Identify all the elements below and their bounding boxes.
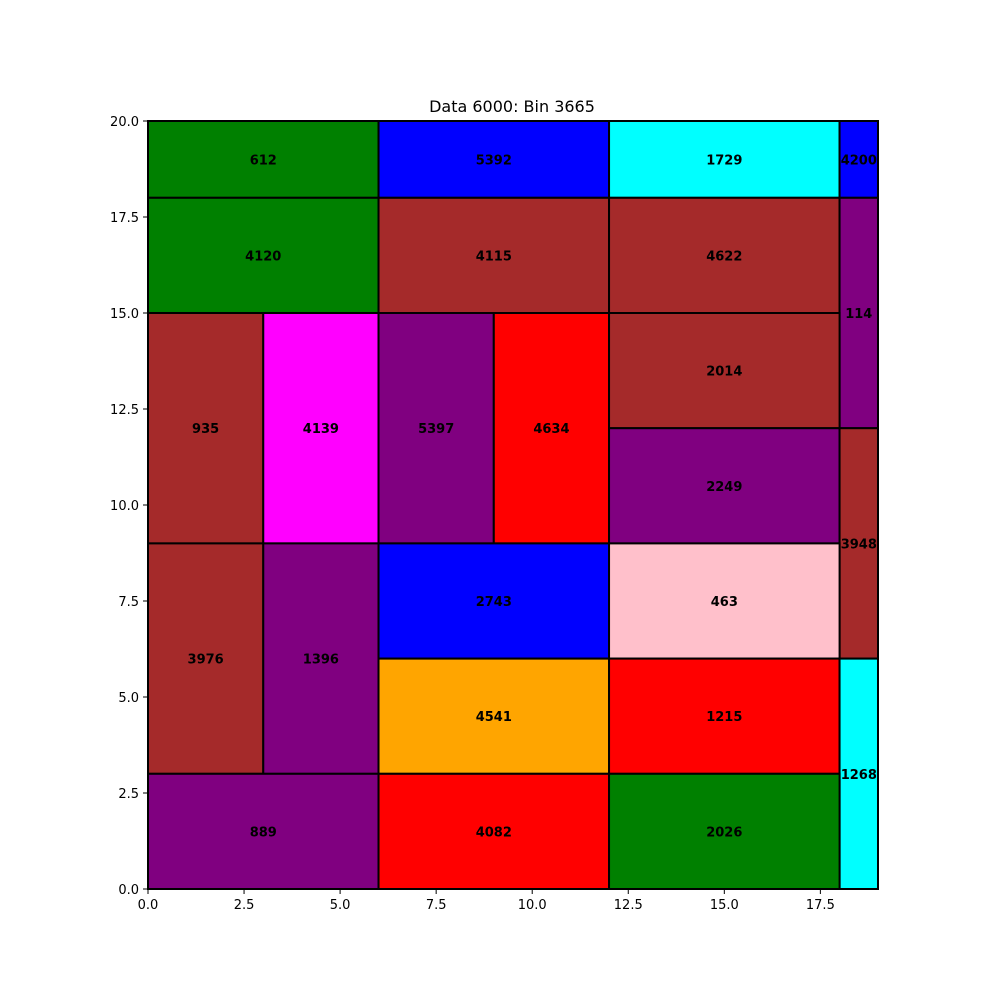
y-tick-label: 7.5: [118, 595, 139, 610]
x-tick-label: 5.0: [330, 898, 351, 913]
rect-label-935: 935: [192, 422, 219, 437]
y-tick-label: 12.5: [110, 403, 139, 418]
rect-label-1396: 1396: [303, 653, 339, 668]
y-tick-label: 15.0: [110, 307, 139, 322]
rect-label-5397: 5397: [418, 422, 454, 437]
rect-label-4082: 4082: [476, 825, 512, 840]
rect-label-3976: 3976: [188, 653, 224, 668]
y-tick-label: 20.0: [110, 115, 139, 130]
rect-label-4622: 4622: [706, 249, 742, 264]
x-tick-label: 2.5: [234, 898, 255, 913]
y-tick-label: 17.5: [110, 211, 139, 226]
rect-4541: [377, 657, 611, 775]
x-tick-label: 15.0: [710, 898, 739, 913]
rect-612: [147, 120, 380, 199]
x-tick-label: 10.0: [518, 898, 547, 913]
rect-label-2014: 2014: [706, 365, 742, 380]
rect-label-3948: 3948: [841, 537, 877, 552]
rect-2249: [608, 427, 841, 545]
x-tick-label: 0.0: [138, 898, 159, 913]
y-tick-label: 5.0: [118, 691, 139, 706]
rect-463: [608, 542, 841, 660]
rect-label-2026: 2026: [706, 825, 742, 840]
rect-4120: [147, 196, 380, 314]
rect-label-2249: 2249: [706, 480, 742, 495]
rect-label-4120: 4120: [245, 249, 281, 264]
rect-2743: [377, 542, 611, 660]
rect-1396: [262, 542, 380, 775]
rect-label-1268: 1268: [841, 768, 877, 783]
rect-label-4200: 4200: [841, 153, 877, 168]
rect-label-1215: 1215: [706, 710, 742, 725]
y-tick-label: 2.5: [118, 787, 139, 802]
rect-label-4115: 4115: [476, 249, 512, 264]
rectangles-layer: 612 5392 1729 4200 4120 4115 4622 114 935 4139 539…: [147, 120, 879, 890]
rect-5392: [377, 120, 611, 199]
rect-1215: [608, 657, 841, 775]
rect-label-114: 114: [845, 307, 872, 322]
y-tick-label: 0.0: [118, 883, 139, 898]
rect-label-4139: 4139: [303, 422, 339, 437]
rect-4139: [262, 312, 380, 545]
rect-4634: [492, 312, 611, 545]
rect-label-4634: 4634: [533, 422, 569, 437]
x-tick-label: 7.5: [426, 898, 447, 913]
rect-label-463: 463: [711, 595, 738, 610]
rect-1268: [838, 657, 879, 890]
rect-label-2743: 2743: [476, 595, 512, 610]
rect-label-4541: 4541: [476, 710, 512, 725]
rect-label-1729: 1729: [706, 153, 742, 168]
rect-889: [147, 772, 380, 890]
axes-layer: 0.0 2.5 5.0 7.5 10.0 12.5 15.0 17.5 0.0 2.5 5.0 7.5…: [110, 115, 879, 913]
rect-label-612: 612: [250, 153, 277, 168]
x-tick-label: 17.5: [806, 898, 835, 913]
rect-2026: [608, 772, 841, 890]
x-tick-label: 12.5: [614, 898, 643, 913]
y-tick-label: 10.0: [110, 499, 139, 514]
chart-title: Data 6000: Bin 3665: [429, 97, 595, 116]
rect-2014: [608, 312, 841, 430]
rect-4115: [377, 196, 611, 314]
rect-label-889: 889: [250, 825, 277, 840]
rect-label-5392: 5392: [476, 153, 512, 168]
